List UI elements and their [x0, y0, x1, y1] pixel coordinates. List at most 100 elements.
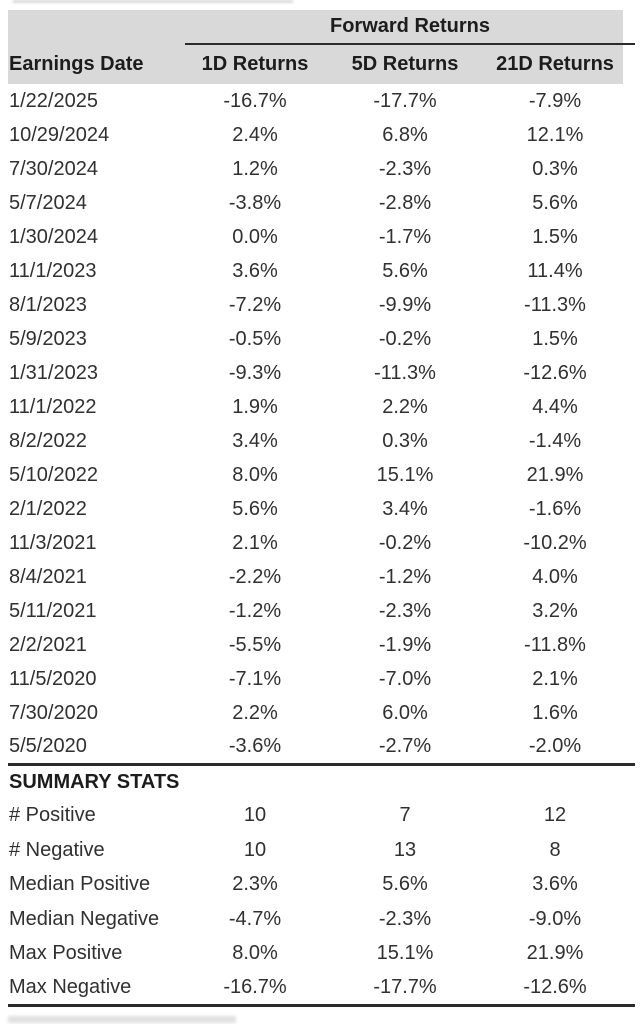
value-cell: -17.7% [335, 971, 485, 1007]
value-cell: -4.7% [228, 907, 282, 930]
value-cell: -1.6% [528, 497, 582, 520]
row-label-cell: 8/1/2023 [9, 293, 87, 316]
earnings-data-row: 11/1/2023 3.6% 5.6% 11.4% [8, 254, 635, 288]
value-cell: 6.8% [382, 123, 428, 146]
value-cell: 6.0% [382, 701, 428, 724]
value-cell: 15.1% [376, 942, 434, 965]
value-cell: 0.0% [232, 225, 278, 248]
value-cell: -12.6% [523, 361, 587, 384]
value-cell: 1.5% [532, 327, 578, 350]
value-cell: 21.9% [526, 942, 584, 965]
value-cell: 8.0% [232, 942, 278, 965]
row-label-cell: # Negative [9, 838, 105, 861]
value-cell: -9.3% [228, 361, 282, 384]
row-label-cell: 8/2/2022 [9, 429, 87, 452]
value-cell: -11.8% [524, 633, 586, 656]
value-cell: 12.1% [526, 123, 584, 146]
row-label-cell: 11/3/2021 [9, 531, 97, 554]
row-label-cell: 5/10/2022 [9, 463, 98, 486]
value-cell: 3.2% [532, 599, 578, 622]
row-label-cell: Median Positive [9, 873, 151, 896]
value-cell: 8 [549, 838, 561, 861]
value-cell: 1.2% [232, 157, 278, 180]
row-label-cell: 2/1/2022 [9, 497, 87, 520]
summary-stats-body: SUMMARY STATS # Positive 10 7 12 # Negative 1… [8, 762, 635, 1007]
earnings-data-row: 7/30/2024 1.2% -2.3% 0.3% [8, 152, 635, 186]
value-cell: 5.6% [382, 259, 428, 282]
value-cell: 5.6% [382, 873, 428, 896]
value-cell: 21.9% [526, 463, 584, 486]
row-label-cell: 11/1/2023 [9, 259, 97, 282]
value-cell: -16.7% [223, 89, 287, 112]
row-label-cell: 11/5/2020 [9, 667, 97, 690]
value-cell: -16.7% [185, 971, 335, 1007]
value-cell: -2.8% [378, 191, 432, 214]
row-label-cell: 1/30/2024 [9, 225, 98, 248]
summary-stat-row: Median Positive 2.3% 5.6% 3.6% [8, 868, 635, 903]
value-cell: -2.2% [228, 565, 282, 588]
value-cell: 7 [399, 804, 411, 827]
value-cell: -11.3% [374, 361, 436, 384]
row-label-cell: 5/5/2020 [9, 734, 87, 757]
value-cell: -11.3% [524, 293, 586, 316]
column-header-row: Earnings Date 1D Returns 5D Returns 21D … [8, 44, 635, 84]
row-label-cell: 2/2/2021 [9, 633, 87, 656]
data-rows-body: 1/22/2025 -16.7% -17.7% -7.9% 10/29/2024 2.4%… [8, 84, 635, 764]
value-cell: -2.7% [378, 734, 432, 757]
row-label-cell: Max Negative [8, 971, 185, 1007]
row-label-cell: # Positive [9, 804, 96, 827]
earnings-data-row: 7/30/2020 2.2% 6.0% 1.6% [8, 696, 635, 730]
column-header-earnings-date: Earnings Date [9, 52, 144, 75]
value-cell: -7.1% [228, 667, 282, 690]
earnings-data-row: 8/1/2023 -7.2% -9.9% -11.3% [8, 288, 635, 322]
value-cell: -1.9% [378, 633, 432, 656]
value-cell: 2.4% [232, 123, 278, 146]
earnings-data-row: 5/11/2021 -1.2% -2.3% 3.2% [8, 594, 635, 628]
value-cell: -1.2% [228, 599, 282, 622]
column-header-5d-returns: 5D Returns [351, 53, 459, 75]
value-cell: 1.6% [532, 701, 578, 724]
value-cell: 2.1% [232, 531, 278, 554]
value-cell: -12.6% [485, 971, 635, 1007]
earnings-data-row: 2/2/2021 -5.5% -1.9% -11.8% [8, 628, 635, 662]
earnings-data-row: 11/5/2020 -7.1% -7.0% 2.1% [8, 662, 635, 696]
value-cell: -0.2% [378, 531, 432, 554]
earnings-data-row: 1/31/2023 -9.3% -11.3% -12.6% [8, 356, 635, 390]
row-label-cell: 5/7/2024 [9, 191, 87, 214]
value-cell: -17.7% [373, 89, 437, 112]
summary-stat-row: # Positive 10 7 12 [8, 799, 635, 834]
earnings-data-row: 8/2/2022 3.4% 0.3% -1.4% [8, 424, 635, 458]
value-cell: 3.6% [232, 259, 278, 282]
row-label-cell: 11/1/2022 [9, 395, 97, 418]
value-cell: -2.3% [378, 157, 432, 180]
summary-stat-row: Max Positive 8.0% 15.1% 21.9% [8, 937, 635, 972]
value-cell: -3.8% [228, 191, 282, 214]
value-cell: -10.2% [523, 531, 587, 554]
row-label-cell: Median Negative [9, 907, 160, 930]
summary-stat-row: Median Negative -4.7% -2.3% -9.0% [8, 902, 635, 937]
cropped-content-artifact-bottom [8, 1016, 236, 1023]
value-cell: 1.9% [232, 395, 278, 418]
value-cell: -0.5% [228, 327, 282, 350]
row-label-cell: 10/29/2024 [9, 123, 110, 146]
value-cell: 5.6% [232, 497, 278, 520]
summary-stat-row: Max Negative -16.7% -17.7% -12.6% [8, 971, 635, 1007]
row-label-cell: 7/30/2024 [9, 157, 98, 180]
value-cell: -5.5% [228, 633, 282, 656]
row-label-cell: 1/31/2023 [9, 361, 98, 384]
value-cell: 11.4% [527, 259, 583, 282]
earnings-data-row: 11/1/2022 1.9% 2.2% 4.4% [8, 390, 635, 424]
value-cell: -7.9% [528, 89, 582, 112]
value-cell: -7.0% [378, 667, 432, 690]
spanner-header-row: Forward Returns [8, 10, 635, 45]
value-cell: 10 [243, 804, 267, 827]
summary-title-row: SUMMARY STATS [8, 762, 635, 799]
summary-stats-title: SUMMARY STATS [8, 762, 635, 799]
value-cell: -2.3% [378, 599, 432, 622]
value-cell: -2.0% [528, 734, 582, 757]
spanner-spacer-cell [8, 10, 185, 44]
row-label-cell: 5/11/2021 [9, 599, 97, 622]
value-cell: 0.3% [382, 429, 428, 452]
column-header-1d-returns: 1D Returns [201, 53, 309, 75]
value-cell: -0.2% [378, 327, 432, 350]
